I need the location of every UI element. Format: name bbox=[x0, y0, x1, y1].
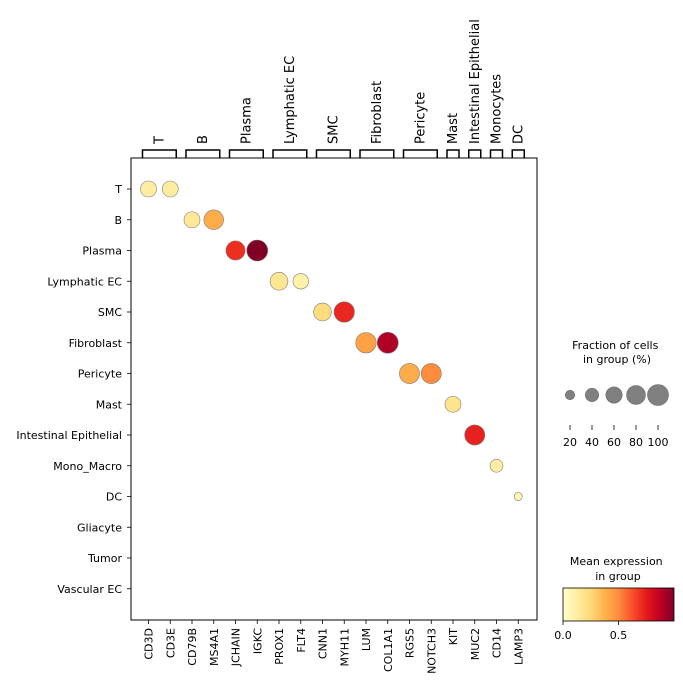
dot-IGKC bbox=[246, 239, 269, 262]
y-tick-label: Intestinal Epithelial bbox=[16, 429, 122, 442]
bracket-9 bbox=[489, 149, 504, 158]
bracket-0 bbox=[141, 149, 177, 158]
y-tick-label: Vascular EC bbox=[57, 583, 122, 596]
x-tick-label: LAMP3 bbox=[512, 628, 525, 665]
dot-COL1A1 bbox=[376, 331, 399, 354]
colorbar-tick-label: 0.5 bbox=[610, 629, 628, 642]
x-axis-ticks: CD3D CD3E CD79B MS4A1 JCHAIN IGKC PROX1 FLT4 CNN… bbox=[143, 620, 525, 674]
dot-JCHAIN bbox=[225, 240, 246, 261]
x-tick-label: FLT4 bbox=[295, 628, 308, 653]
size-legend-dot bbox=[647, 384, 669, 406]
color-legend: Mean expression in group 0.0 0.5 bbox=[554, 555, 675, 642]
bracket-7 bbox=[446, 149, 460, 158]
y-tick-label: Tumor bbox=[87, 552, 122, 565]
colorbar-tick-label: 0.0 bbox=[554, 629, 572, 642]
x-tick-label: NOTCH3 bbox=[425, 628, 438, 674]
bracket-label: Intestinal Epithelial bbox=[468, 19, 483, 144]
color-legend-title: Mean expression in group bbox=[570, 555, 666, 583]
dot-CNN1 bbox=[313, 302, 332, 322]
bracket-1 bbox=[185, 149, 221, 158]
size-legend-dot bbox=[565, 390, 575, 400]
bracket-8 bbox=[468, 149, 482, 158]
bracket-2 bbox=[228, 149, 264, 158]
gene-group-brackets: T B Plasma Lymphatic EC SMC Fibroblast Pericyt… bbox=[141, 19, 526, 158]
dot-KIT bbox=[444, 395, 462, 413]
bracket-10 bbox=[511, 149, 525, 158]
dot-LUM bbox=[355, 332, 377, 354]
y-tick-label: Plasma bbox=[82, 245, 122, 258]
dot-LAMP3 bbox=[513, 492, 523, 501]
x-tick-label: RGS5 bbox=[404, 628, 417, 658]
size-legend: Fraction of cells in group (%) 20 40 60 80 1… bbox=[563, 339, 669, 449]
bracket-label: B bbox=[196, 135, 211, 144]
dot-CD3D bbox=[140, 180, 157, 198]
x-tick-label: CD14 bbox=[491, 628, 504, 658]
y-tick-label: Mast bbox=[96, 398, 123, 411]
size-legend-title: Fraction of cells in group (%) bbox=[572, 339, 662, 366]
bracket-label: Pericyte bbox=[413, 92, 428, 144]
x-tick-label: PROX1 bbox=[273, 628, 286, 665]
size-legend-label: 100 bbox=[648, 436, 669, 449]
y-tick-label: B bbox=[114, 214, 122, 227]
dot-RGS5 bbox=[399, 363, 420, 384]
size-legend-label: 20 bbox=[563, 436, 577, 449]
dot-NOTCH3 bbox=[420, 363, 442, 384]
x-tick-label: CD79B bbox=[186, 628, 199, 666]
bracket-label: Fibroblast bbox=[370, 81, 385, 144]
dot-PROX1 bbox=[269, 272, 289, 291]
x-tick-label: MS4A1 bbox=[208, 628, 221, 666]
bracket-5 bbox=[359, 149, 395, 158]
x-tick-label: COL1A1 bbox=[382, 628, 395, 672]
bracket-label: DC bbox=[511, 125, 526, 144]
y-tick-label: DC bbox=[106, 491, 122, 504]
bracket-label: Monocytes bbox=[490, 74, 505, 144]
y-tick-label: SMC bbox=[98, 306, 122, 319]
x-tick-label: MYH11 bbox=[338, 628, 351, 666]
bracket-label: Lymphatic EC bbox=[283, 56, 298, 144]
y-tick-label: Mono_Macro bbox=[53, 460, 122, 473]
y-axis-ticks: T B Plasma Lymphatic EC SMC Fibroblast Pericyt… bbox=[16, 183, 131, 596]
dot-CD79B bbox=[183, 211, 201, 229]
dot-FLT4 bbox=[292, 273, 309, 290]
size-legend-dot bbox=[605, 386, 623, 404]
x-tick-label: CNN1 bbox=[317, 628, 330, 659]
bracket-label: SMC bbox=[326, 115, 341, 144]
y-tick-label: Gliacyte bbox=[77, 521, 122, 534]
y-tick-label: Lymphatic EC bbox=[47, 275, 122, 288]
y-tick-label: Fibroblast bbox=[69, 337, 123, 350]
dot-MUC2 bbox=[464, 424, 486, 446]
y-tick-label: T bbox=[114, 183, 122, 196]
bracket-label: T bbox=[152, 136, 167, 145]
x-tick-label: IGKC bbox=[251, 628, 264, 654]
colorbar bbox=[562, 587, 675, 622]
size-legend-label: 60 bbox=[607, 436, 621, 449]
x-tick-label: CD3E bbox=[164, 628, 177, 658]
dot-MYH11 bbox=[333, 301, 355, 323]
size-legend-label: 40 bbox=[585, 436, 599, 449]
bracket-3 bbox=[272, 149, 308, 158]
size-legend-label: 80 bbox=[629, 436, 643, 449]
bracket-label: Mast bbox=[446, 113, 461, 144]
bracket-label: Plasma bbox=[239, 97, 254, 144]
x-tick-label: JCHAIN bbox=[230, 628, 243, 667]
y-tick-label: Pericyte bbox=[78, 368, 122, 381]
x-tick-label: KIT bbox=[447, 628, 460, 645]
bracket-6 bbox=[402, 149, 438, 158]
dot-CD3E bbox=[161, 180, 179, 198]
dot-MS4A1 bbox=[203, 209, 224, 230]
x-tick-label: LUM bbox=[360, 628, 373, 651]
x-tick-label: MUC2 bbox=[469, 628, 482, 660]
size-legend-dot bbox=[626, 385, 646, 405]
plot-area-frame bbox=[130, 157, 538, 621]
dot-marks bbox=[140, 180, 523, 501]
dot-CD14 bbox=[489, 458, 504, 473]
bracket-4 bbox=[315, 149, 351, 158]
x-tick-label: CD3D bbox=[143, 628, 156, 660]
size-legend-dot bbox=[585, 388, 599, 402]
